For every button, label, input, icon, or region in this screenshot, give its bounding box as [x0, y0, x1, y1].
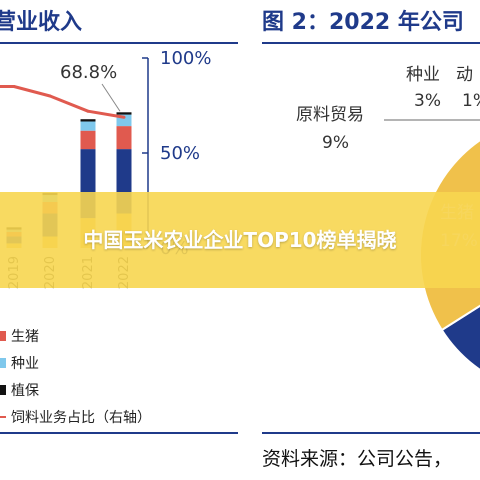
feed-share-point-2021 — [86, 109, 90, 113]
headline-text: 中国玉米农业企业TOP10榜单揭晓 — [83, 228, 397, 252]
pie-label-seed-name: 种业 — [406, 65, 440, 85]
legend-item-seed: 种业 — [0, 349, 151, 376]
right-y-tick-label-50: 50% — [160, 143, 200, 164]
line-data-label: 68.8% — [60, 62, 117, 83]
legend-item-crop-protection: 植保 — [0, 376, 151, 403]
pie-label-seed-pct: 3% — [414, 91, 441, 111]
pie-label-raw-trade-pct: 9% — [322, 133, 349, 153]
legend-label-crop-protection: 植保 — [11, 382, 39, 399]
bar-2021-series-2 — [80, 130, 96, 150]
bar-2022-series-4 — [116, 112, 132, 115]
legend-item-feed-share: 饲料业务占比（右轴） — [0, 403, 151, 430]
pie-label-animal-pct: 1% — [462, 91, 480, 111]
feed-share-line — [0, 85, 125, 119]
feed-share-point-2020 — [48, 94, 52, 98]
legend-label-seed: 种业 — [11, 355, 39, 372]
bar-2021-series-4 — [80, 119, 96, 122]
legend-item-hog: 生猪 — [0, 322, 151, 349]
left-chart-title: 营业收入 — [0, 10, 83, 35]
bar-2022-series-2 — [116, 126, 132, 150]
right-y-tick-label-100: 100% — [160, 48, 211, 69]
headline-banner: 中国玉米农业企业TOP10榜单揭晓 — [0, 192, 480, 288]
legend-label-hog: 生猪 — [11, 328, 39, 345]
bar-2022-series-3 — [116, 114, 132, 127]
pie-label-animal-name: 动 — [456, 65, 473, 85]
bar-chart-legend: 生猪 种业 植保 饲料业务占比（右轴） — [0, 322, 151, 430]
legend-swatch-seed — [0, 357, 6, 368]
right-title-rule — [262, 42, 480, 44]
pie-label-raw-trade-name: 原料贸易 — [296, 105, 364, 125]
feed-share-point-2022 — [122, 115, 126, 119]
left-title-rule — [0, 42, 238, 44]
bar-2021-series-3 — [80, 121, 96, 131]
legend-swatch-crop-protection — [0, 384, 6, 395]
line-label-leader — [101, 83, 121, 112]
feed-share-point-2019 — [12, 85, 16, 88]
legend-label-feed-share: 饲料业务占比（右轴） — [11, 409, 151, 426]
right-chart-title: 图 2：2022 年公司 — [262, 10, 464, 35]
source-note: 资料来源：公司公告， — [262, 448, 453, 470]
pie-slice-4 — [440, 304, 480, 372]
left-bottom-rule — [0, 432, 238, 434]
right-bottom-rule — [262, 432, 480, 434]
legend-line-feed-share — [0, 415, 6, 418]
legend-swatch-hog — [0, 330, 6, 341]
